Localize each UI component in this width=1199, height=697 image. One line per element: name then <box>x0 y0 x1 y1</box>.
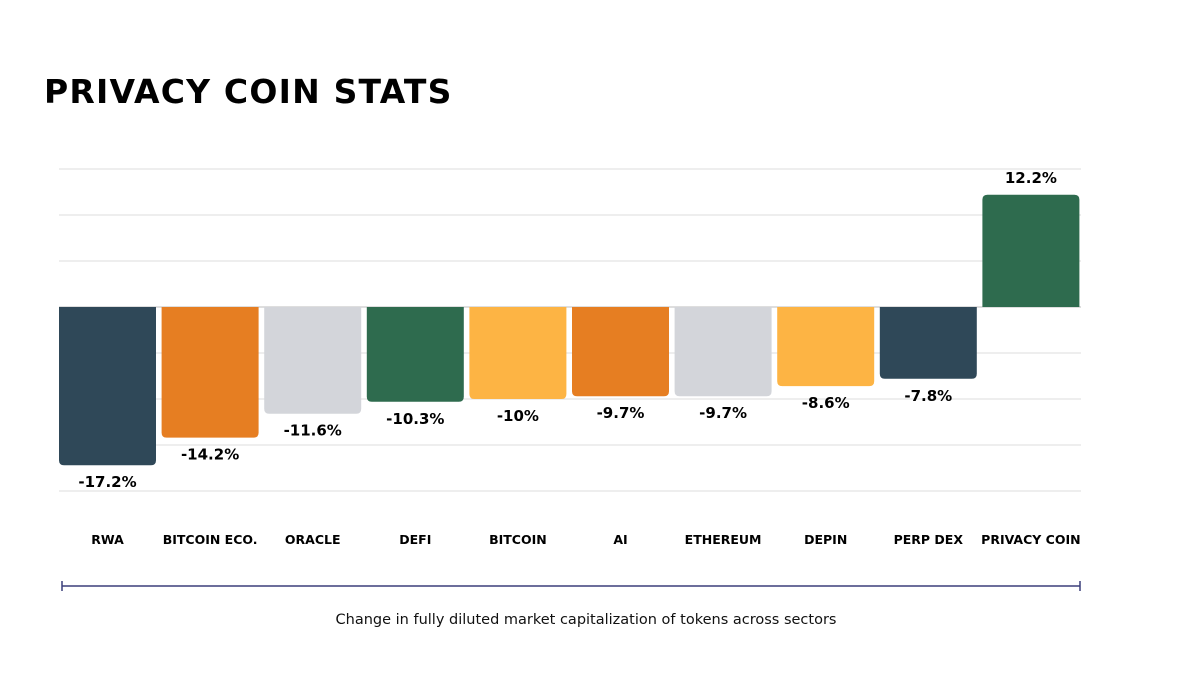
category-label: DEPIN <box>804 532 847 547</box>
category-label: ETHEREUM <box>685 532 762 547</box>
value-label: -10% <box>497 407 539 425</box>
bar-oracle <box>264 307 362 414</box>
bar-bitcoin <box>469 307 567 399</box>
bar-depin <box>777 307 875 387</box>
value-label: -8.6% <box>802 394 850 412</box>
value-label: -7.8% <box>904 387 952 405</box>
category-label: RWA <box>91 532 124 547</box>
bar-ethereum <box>674 307 772 397</box>
value-label: -17.2% <box>78 473 136 491</box>
bar-privacy-coin <box>982 194 1080 307</box>
category-label: BITCOIN ECO. <box>163 532 258 547</box>
value-label: -9.7% <box>699 404 747 422</box>
value-label: -9.7% <box>597 404 645 422</box>
chart-caption: Change in fully diluted market capitaliz… <box>335 612 837 628</box>
value-label: -10.3% <box>386 410 444 428</box>
bar-defi <box>366 307 464 402</box>
bottom-axis-line <box>61 581 1081 591</box>
category-label: ORACLE <box>285 532 341 547</box>
value-label: 12.2% <box>1005 169 1057 187</box>
bars <box>59 194 1080 466</box>
category-label: DEFI <box>399 532 431 547</box>
bar-rwa <box>59 307 156 466</box>
value-label: -11.6% <box>284 422 342 440</box>
bar-bitcoin-eco <box>161 307 259 438</box>
category-label: PRIVACY COIN <box>981 532 1080 547</box>
category-label: PERP DEX <box>894 532 964 547</box>
category-label: AI <box>613 532 627 547</box>
chart-title: PRIVACY COIN STATS <box>44 72 453 111</box>
value-label: -14.2% <box>181 446 239 464</box>
category-label: BITCOIN <box>489 532 547 547</box>
bar-ai <box>572 307 669 397</box>
category-labels: RWA BITCOIN ECO. ORACLE DEFI BITCOIN AI ETHERE… <box>91 532 1080 547</box>
bar-perp-dex <box>879 307 977 379</box>
value-labels: -17.2% -14.2% -11.6% -10.3% -10% -9.7% -9.7% -8… <box>78 169 1057 491</box>
